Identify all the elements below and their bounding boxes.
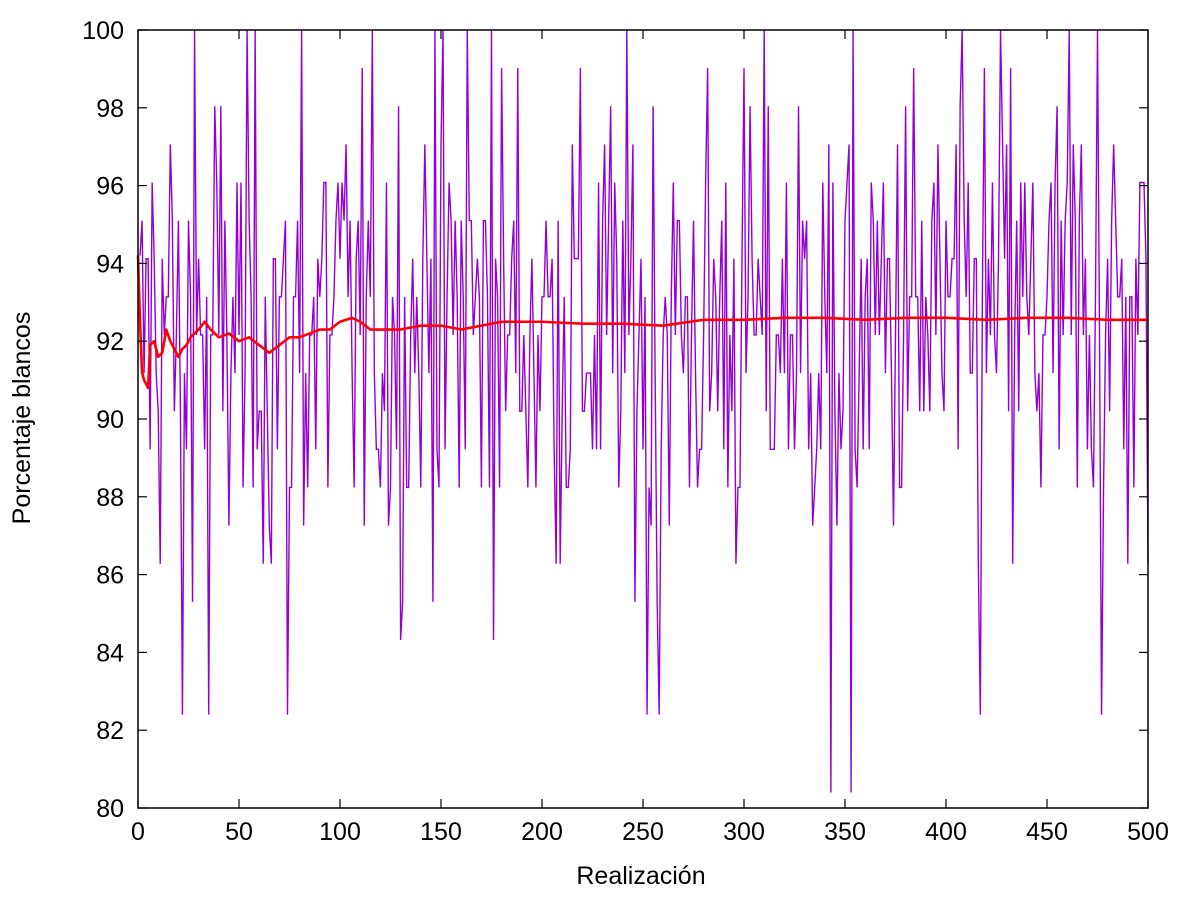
- y-tick-label: 94: [96, 250, 124, 278]
- y-tick-label: 88: [96, 484, 124, 512]
- y-tick-label: 100: [82, 17, 124, 45]
- x-tick-label: 200: [521, 818, 563, 846]
- x-tick-label: 300: [723, 818, 765, 846]
- y-tick-label: 96: [96, 173, 124, 201]
- x-tick-label: 450: [1026, 818, 1068, 846]
- x-tick-label: 50: [225, 818, 253, 846]
- y-tick-label: 92: [96, 328, 124, 356]
- series-running-average-line: [136, 255, 1148, 390]
- x-tick-label: 400: [925, 818, 967, 846]
- y-tick-label: 90: [96, 406, 124, 434]
- x-axis-title: Realización: [576, 862, 705, 890]
- axes-layer: 0 50 100 150 200 250 300 350 400 450 500 80 82 84 86 88…: [82, 17, 1169, 846]
- x-tick-label: 0: [131, 818, 145, 846]
- x-tick-label: 350: [824, 818, 866, 846]
- y-tick-label: 98: [96, 95, 124, 123]
- y-tick-label: 86: [96, 562, 124, 590]
- series-layer: [136, 29, 1149, 793]
- series-per-realization-line: [139, 29, 1149, 793]
- y-axis-title: Porcentaje blancos: [8, 312, 36, 525]
- x-tick-label: 250: [622, 818, 664, 846]
- x-tick-label: 500: [1127, 818, 1169, 846]
- y-tick-label: 80: [96, 795, 124, 823]
- x-tick-label: 150: [420, 818, 462, 846]
- y-tick-label: 82: [96, 717, 124, 745]
- y-tick-label: 84: [96, 639, 124, 667]
- x-tick-label: 100: [319, 818, 361, 846]
